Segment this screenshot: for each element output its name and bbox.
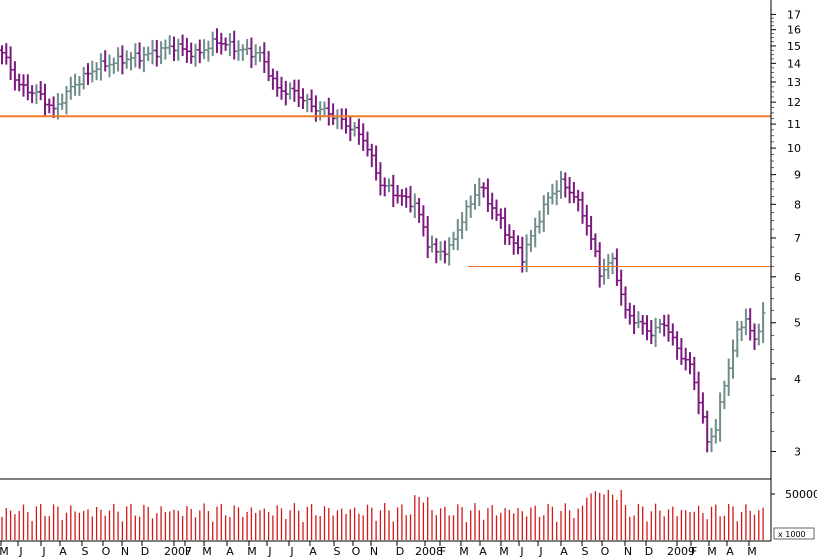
volume-unit-label: x 1000 [778,530,806,539]
y-tick-label: 3 [794,445,801,458]
volume-bars [1,490,764,540]
x-tick-label: J [519,545,523,557]
x-tick-label: A [479,545,487,557]
x-tick-label: O [352,545,361,557]
x-tick-label: O [601,545,610,557]
y-tick-label: 8 [794,198,801,211]
y-tick-label: 7 [794,232,801,245]
volume-unit-box [773,527,815,540]
volume-axis-label: 50000 [785,488,817,501]
x-tick-label: A [226,545,234,557]
x-tick-label: M [499,545,509,557]
x-tick-label: M [747,545,757,557]
x-tick-label: N [121,545,129,557]
x-tick-label: 2008 [415,545,443,557]
price-bar [760,302,766,343]
x-tick-label: M [707,545,717,557]
x-tick-label: S [582,545,589,557]
y-tick-label: 12 [787,96,801,109]
x-tick-label: J [289,545,293,557]
x-tick-label: S [82,545,89,557]
y-axis: 3 4 5 6 7 8 9 10 11 12 13 14 15 16 17 [771,8,801,458]
x-tick-label: 2009 [667,545,695,557]
y-tick-label: 14 [787,57,801,70]
x-tick-label: M [202,545,212,557]
x-tick-label: N [624,545,632,557]
x-tick-label: F [440,545,446,557]
y-tick-label: 6 [794,271,801,284]
x-tick-label: O [102,545,111,557]
x-tick-label: A [309,545,317,557]
x-tick-label: N [370,545,378,557]
y-tick-label: 4 [794,373,801,386]
x-tick-label: D [141,545,149,557]
x-tick-label: M [247,545,257,557]
x-tick-label: J [267,545,271,557]
x-tick-label: A [726,545,734,557]
x-tick-label: S [334,545,341,557]
x-tick-label: J [41,545,45,557]
y-tick-label: 10 [787,142,801,155]
price-bars [0,28,766,453]
horizontal-lines [0,115,771,268]
y-tick-label: 11 [787,118,801,131]
x-tick-label: D [645,545,653,557]
y-tick-label: 16 [787,24,801,37]
x-tick-label: F [185,545,191,557]
y-tick-label: 9 [794,169,801,182]
x-tick-label: A [59,545,67,557]
x-tick-label: D [396,545,404,557]
x-tick-label: 2007 [164,545,192,557]
x-tick-label: J [538,545,542,557]
y-tick-label: 5 [794,317,801,330]
y-tick-label: 15 [787,40,801,53]
volume-axis: 50000 x 1000 [771,488,817,540]
x-tick-label: A [560,545,568,557]
x-tick-label: J [18,545,22,557]
x-tick-label: M [459,545,469,557]
y-tick-label: 17 [787,8,801,21]
y-tick-label: 13 [787,76,801,89]
x-tick-label: M [0,545,9,557]
x-tick-label: F [691,545,697,557]
